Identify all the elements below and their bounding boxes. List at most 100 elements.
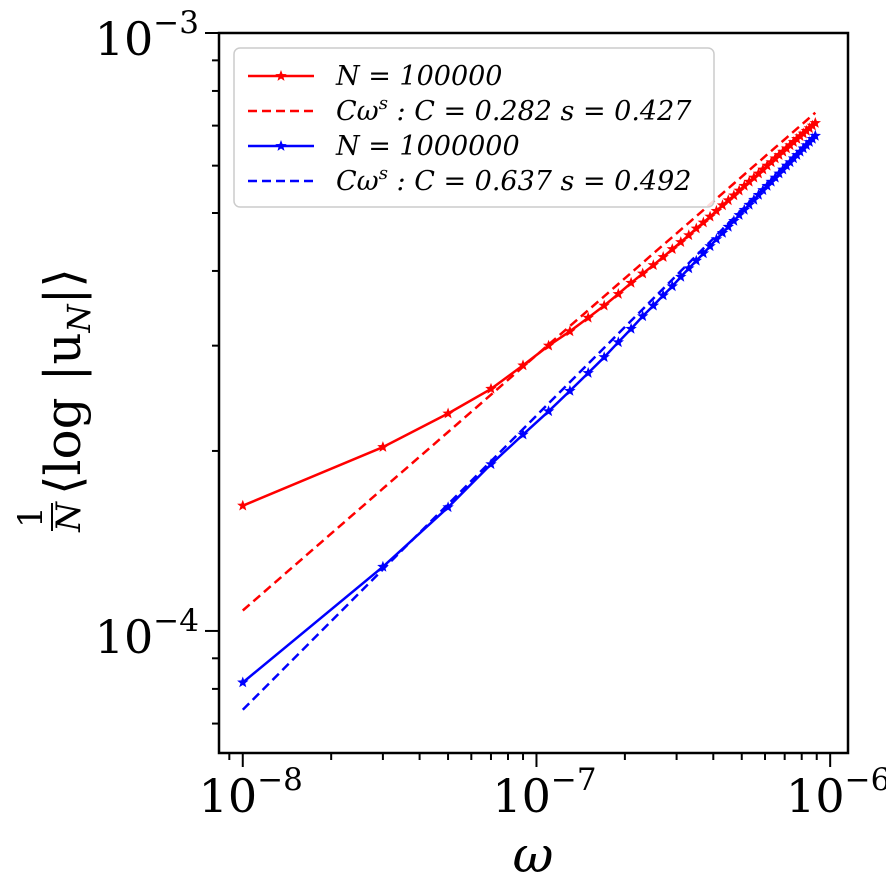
series-0-point-8 bbox=[598, 299, 610, 311]
series-0-point-15 bbox=[675, 236, 687, 247]
x-tick-label-2-exp: −6 bbox=[845, 762, 886, 798]
series-0-point-16 bbox=[683, 229, 695, 241]
series-2-point-16 bbox=[683, 262, 695, 274]
series-2-point-5 bbox=[542, 405, 555, 417]
x-tick-label-2: 10−6 bbox=[786, 762, 886, 823]
series-2-point-0 bbox=[237, 676, 249, 688]
series-line-2 bbox=[242, 134, 817, 684]
series-0-point-43 bbox=[806, 119, 819, 131]
y-tick-label-0-exp: −4 bbox=[153, 603, 199, 639]
legend-label-0: N = 100000 bbox=[335, 61, 502, 92]
series-0-point-42 bbox=[803, 122, 816, 134]
series-2-point-1 bbox=[377, 560, 389, 572]
series-2-point-35 bbox=[780, 159, 793, 171]
y-tick-label-0: 10−4 bbox=[95, 603, 199, 664]
series-0-point-26 bbox=[743, 175, 755, 187]
series-0-point-21 bbox=[716, 199, 729, 211]
legend-label-3-sup: s bbox=[379, 163, 388, 184]
series-3 bbox=[241, 135, 817, 711]
series-0-point-31 bbox=[765, 156, 777, 168]
series-2-point-32 bbox=[769, 171, 781, 183]
y-tick-label-1-base: 10 bbox=[95, 12, 154, 66]
series-0-point-36 bbox=[784, 139, 796, 151]
x-tick-label-1-exp: −7 bbox=[551, 762, 597, 798]
series-2-point-2 bbox=[442, 501, 454, 513]
series-2-point-12 bbox=[647, 299, 660, 311]
legend-entry-3: Cωs : C = 0.637 s = 0.492 bbox=[248, 163, 691, 197]
series-0-point-19 bbox=[704, 210, 716, 222]
series-line-1 bbox=[241, 111, 817, 612]
series-0-point-1 bbox=[377, 441, 389, 452]
series-0-point-7 bbox=[582, 311, 594, 323]
series-0-point-39 bbox=[794, 130, 806, 142]
series-2-point-21 bbox=[716, 227, 729, 238]
legend-label-0-lhs: N bbox=[335, 61, 361, 92]
y-label-sub: N bbox=[60, 303, 98, 333]
series-0-point-23 bbox=[728, 189, 740, 201]
series-2-point-8 bbox=[598, 351, 610, 362]
x-axis-label: ω bbox=[513, 826, 554, 878]
series-0-point-34 bbox=[777, 145, 789, 157]
x-tick-label-0-base: 10 bbox=[199, 769, 258, 823]
series-0-point-28 bbox=[752, 167, 765, 179]
series-2-point-25 bbox=[738, 203, 750, 215]
series-2-point-11 bbox=[637, 310, 649, 322]
series-0-point-40 bbox=[797, 127, 809, 139]
series-2-point-23 bbox=[728, 214, 740, 226]
x-tick-label-2-base: 10 bbox=[786, 769, 845, 823]
tick-layer: 10−8 10−7 10−610−410−3 bbox=[95, 5, 886, 823]
series-2-point-15 bbox=[675, 270, 687, 282]
legend-marker-0 bbox=[275, 70, 287, 81]
series-0-point-35 bbox=[780, 142, 793, 154]
series-0-point-32 bbox=[769, 152, 781, 164]
series-0-point-22 bbox=[722, 194, 734, 206]
series-2-point-9 bbox=[612, 336, 624, 348]
legend-label-3: Cωs : C = 0.637 s = 0.492 bbox=[336, 163, 691, 197]
series-2-point-24 bbox=[733, 209, 745, 220]
series-layer bbox=[237, 111, 821, 711]
y-axis-label: 1 N ⟨log |uN|⟩ bbox=[11, 268, 98, 533]
series-0-point-17 bbox=[690, 222, 702, 234]
series-2-point-14 bbox=[666, 280, 678, 292]
series-0-point-11 bbox=[637, 267, 649, 279]
series-2-point-19 bbox=[704, 240, 716, 252]
legend-label-0-rhs: = 100000 bbox=[360, 61, 503, 92]
x-tick-label-0-exp: −8 bbox=[257, 762, 303, 798]
series-0-point-41 bbox=[800, 124, 813, 136]
series-0-point-30 bbox=[761, 159, 773, 171]
series-0-point-25 bbox=[738, 179, 750, 191]
y-tick-label-1-exp: −3 bbox=[153, 5, 199, 41]
legend-entry-0: N = 100000 bbox=[248, 61, 502, 92]
y-label-main: ⟨log |u bbox=[34, 332, 92, 495]
series-2-point-10 bbox=[625, 322, 637, 334]
series-2-point-7 bbox=[582, 367, 594, 378]
series-1 bbox=[241, 111, 817, 612]
series-2-point-4 bbox=[517, 428, 529, 440]
series-2-point-17 bbox=[690, 254, 702, 266]
series-0-point-5 bbox=[542, 339, 555, 351]
series-0-point-37 bbox=[787, 136, 800, 147]
series-0-point-12 bbox=[647, 259, 660, 270]
legend-label-1-lhs: Cω bbox=[336, 96, 379, 127]
series-2-point-22 bbox=[722, 220, 734, 232]
legend-label-1-sup: s bbox=[379, 93, 388, 114]
series-0-point-20 bbox=[710, 204, 723, 216]
series-0-point-10 bbox=[625, 276, 637, 288]
series-2-point-30 bbox=[761, 179, 773, 191]
x-tick-label-1: 10−7 bbox=[492, 762, 596, 823]
series-0-point-3 bbox=[485, 382, 497, 394]
series-0-point-14 bbox=[666, 243, 678, 254]
series-2-point-20 bbox=[710, 233, 723, 245]
legend-marker-2 bbox=[275, 140, 287, 151]
series-0-point-27 bbox=[748, 171, 760, 183]
series-0-point-38 bbox=[791, 132, 803, 144]
series-0-point-0 bbox=[237, 499, 249, 511]
y-label-frac-den: N bbox=[49, 501, 89, 533]
series-2-point-37 bbox=[787, 152, 800, 164]
series-0-point-2 bbox=[442, 407, 454, 419]
series-0-point-9 bbox=[612, 288, 624, 299]
series-0-point-33 bbox=[773, 149, 785, 160]
legend-label-3-rhs: : C = 0.637 s = 0.492 bbox=[388, 166, 692, 197]
